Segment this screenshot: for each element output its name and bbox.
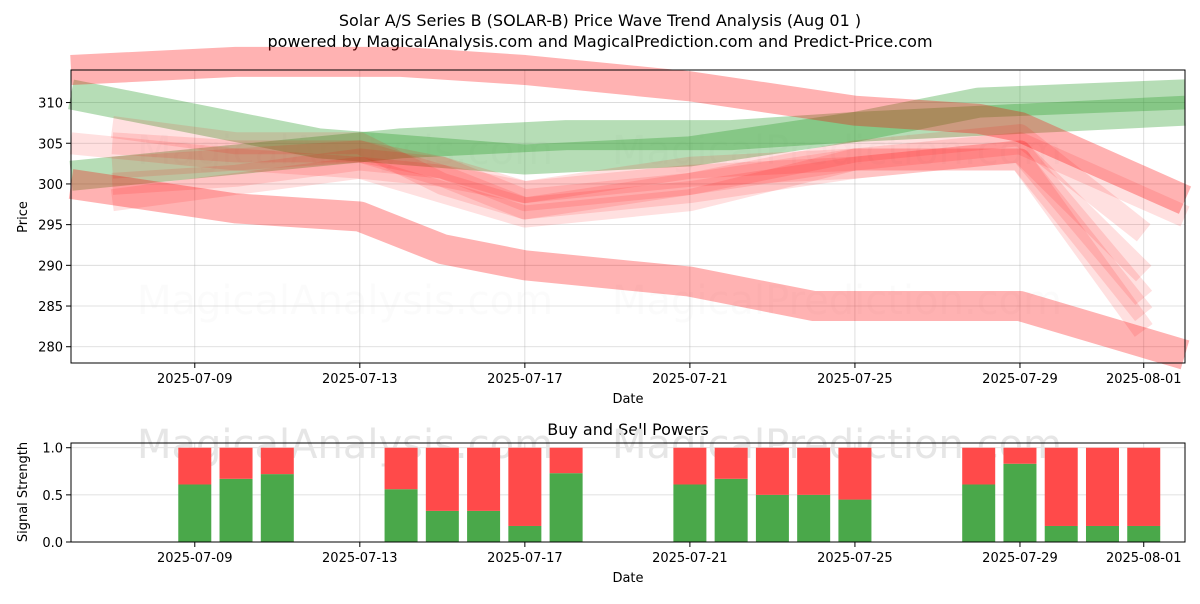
red-trend-band bbox=[111, 140, 1153, 322]
price-x-tick-label: 2025-08-01 bbox=[1106, 372, 1182, 387]
signal-y-tick-label: 0.5 bbox=[42, 489, 63, 504]
sell-power-bar bbox=[838, 447, 872, 500]
sell-power-bar bbox=[755, 447, 789, 495]
buy-power-bar bbox=[755, 494, 789, 542]
signal-bars bbox=[178, 447, 1161, 542]
price-axes-frame bbox=[70, 69, 1186, 364]
buy-power-bar bbox=[508, 525, 542, 542]
price-panel: MagicalAnalysis.com MagicalPrediction.com… bbox=[16, 46, 1192, 407]
sell-power-bar bbox=[549, 447, 583, 474]
red-trend-band bbox=[110, 140, 1153, 305]
red-trend-band bbox=[111, 148, 1153, 337]
signal-x-tick-label: 2025-07-09 bbox=[157, 551, 233, 566]
red-trend-band bbox=[68, 169, 1190, 370]
sell-power-bar bbox=[425, 447, 459, 511]
sell-power-bar bbox=[260, 447, 294, 475]
buy-power-bar bbox=[178, 484, 212, 542]
buy-power-bar bbox=[838, 499, 872, 542]
sell-power-bar bbox=[508, 447, 542, 526]
watermark-text: MagicalPrediction.com bbox=[612, 278, 1062, 324]
watermark-text: MagicalAnalysis.com bbox=[137, 278, 553, 324]
buy-power-bar bbox=[714, 478, 748, 542]
price-y-tick-label: 310 bbox=[38, 97, 63, 112]
sell-power-bar bbox=[1003, 447, 1037, 464]
buy-power-bar bbox=[549, 473, 583, 542]
buy-power-bar bbox=[219, 478, 253, 542]
price-x-tick-label: 2025-07-09 bbox=[157, 372, 233, 387]
sell-power-bar bbox=[384, 447, 418, 490]
signal-x-label: Date bbox=[612, 571, 643, 586]
buy-power-bar bbox=[1044, 525, 1078, 542]
signal-x-tick-label: 2025-07-25 bbox=[817, 551, 893, 566]
signal-x-tick-label: 2025-07-29 bbox=[982, 551, 1058, 566]
sell-power-bar bbox=[219, 447, 253, 479]
price-x-tick-label: 2025-07-17 bbox=[487, 372, 563, 387]
signal-y-tick-label: 0.0 bbox=[42, 536, 63, 551]
signal-axes-frame bbox=[70, 442, 1186, 543]
price-y-label: Price bbox=[16, 201, 31, 233]
watermark-text: MagicalAnalysis.com bbox=[137, 128, 553, 174]
buy-power-bar bbox=[962, 484, 996, 542]
buy-power-bar bbox=[673, 484, 707, 542]
sell-power-bar bbox=[1085, 447, 1119, 526]
signal-y-ticks: 0.0 0.5 1.0 bbox=[42, 442, 71, 551]
sell-power-bar bbox=[1044, 447, 1078, 526]
chart-title: Solar A/S Series B (SOLAR-B) Price Wave … bbox=[339, 11, 861, 30]
red-trend-band bbox=[110, 116, 1151, 242]
green-trend-band bbox=[69, 95, 1186, 191]
buy-power-bar bbox=[425, 510, 459, 542]
sell-power-bar bbox=[467, 447, 501, 511]
price-y-ticks: 280 285 290 295 300 305 310 bbox=[38, 97, 71, 356]
price-y-tick-label: 305 bbox=[38, 137, 63, 152]
price-x-tick-label: 2025-07-21 bbox=[652, 372, 728, 387]
signal-x-tick-label: 2025-07-21 bbox=[652, 551, 728, 566]
sell-power-bar bbox=[797, 447, 831, 495]
price-x-tick-label: 2025-07-29 bbox=[982, 372, 1058, 387]
signal-y-label: Signal Strength bbox=[16, 442, 31, 542]
price-y-tick-label: 300 bbox=[38, 178, 63, 193]
price-x-tick-label: 2025-07-13 bbox=[322, 372, 398, 387]
green-trend-band bbox=[68, 79, 1186, 175]
signal-y-tick-label: 1.0 bbox=[42, 442, 63, 457]
buy-power-bar bbox=[1003, 463, 1037, 542]
sell-power-bar bbox=[962, 447, 996, 485]
sell-power-bar bbox=[178, 447, 212, 485]
signal-x-tick-label: 2025-07-13 bbox=[322, 551, 398, 566]
buy-power-bar bbox=[797, 494, 831, 542]
buy-power-bar bbox=[1085, 525, 1119, 542]
buy-power-bar bbox=[384, 489, 418, 542]
price-x-ticks: 2025-07-09 2025-07-13 2025-07-17 2025-07-21… bbox=[157, 363, 1182, 387]
sell-power-bar bbox=[714, 447, 748, 479]
sell-power-bar bbox=[673, 447, 707, 485]
chart-subtitle: powered by MagicalAnalysis.com and Magic… bbox=[267, 32, 932, 51]
red-trend-band bbox=[69, 132, 1190, 228]
sell-power-bar bbox=[1127, 447, 1161, 526]
signal-panel: Buy and Sell Powers MagicalAnalysis.com M… bbox=[16, 420, 1186, 586]
signal-x-tick-label: 2025-07-17 bbox=[487, 551, 563, 566]
signal-x-ticks: 2025-07-09 2025-07-13 2025-07-17 2025-07-21… bbox=[157, 542, 1182, 566]
price-watermarks: MagicalAnalysis.com MagicalPrediction.com… bbox=[137, 128, 1062, 324]
price-bands bbox=[68, 46, 1192, 370]
price-y-tick-label: 295 bbox=[38, 219, 63, 234]
price-y-tick-label: 290 bbox=[38, 259, 63, 274]
signal-title: Buy and Sell Powers bbox=[547, 420, 709, 439]
buy-power-bar bbox=[467, 510, 501, 542]
price-x-tick-label: 2025-07-25 bbox=[817, 372, 893, 387]
price-grid bbox=[71, 70, 1185, 363]
price-y-tick-label: 280 bbox=[38, 341, 63, 356]
buy-power-bar bbox=[260, 474, 294, 542]
watermark-text: MagicalPrediction.com bbox=[612, 128, 1062, 174]
price-y-tick-label: 285 bbox=[38, 300, 63, 315]
red-trend-band bbox=[70, 46, 1192, 214]
red-trend-band bbox=[111, 132, 1152, 282]
buy-power-bar bbox=[1127, 525, 1161, 542]
price-x-label: Date bbox=[612, 392, 643, 407]
signal-x-tick-label: 2025-08-01 bbox=[1106, 551, 1182, 566]
